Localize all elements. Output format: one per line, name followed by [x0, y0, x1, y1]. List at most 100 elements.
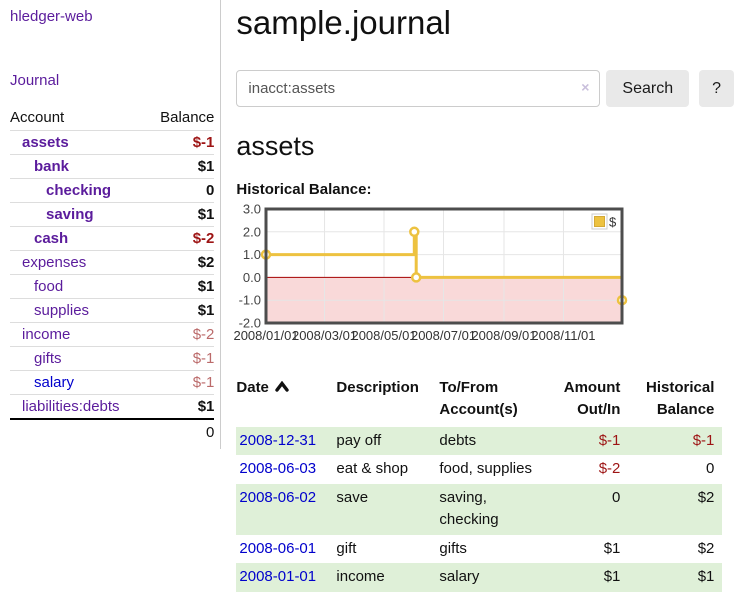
transaction-amount: $1: [603, 568, 621, 585]
account-balance: $1: [146, 274, 215, 299]
y-tick-label: 1.0: [243, 247, 261, 262]
account-row: assets $-1: [10, 130, 215, 155]
accounts-table: Account Balance assets $-1 bank $1 checking 0…: [10, 105, 215, 445]
account-link[interactable]: salary: [34, 374, 75, 391]
x-tick-label: 2008/03/01: [292, 328, 357, 343]
accounts-header-account: Account: [10, 109, 65, 126]
accounts-total-spacer: [10, 418, 147, 445]
transaction-accounts: food, supplies: [439, 460, 532, 477]
account-name-cell: assets: [10, 130, 147, 155]
transaction-amount: $-1: [598, 431, 621, 449]
column-header[interactable]: Description: [336, 379, 419, 396]
account-balance: $1: [146, 394, 215, 419]
transaction-balance: $2: [697, 539, 715, 557]
transactions-body: 2008-12-31 pay off debts $-1 $-1 2008-06-03 ea…: [236, 426, 723, 592]
x-tick-label: 2008/11/01: [532, 328, 596, 343]
account-link[interactable]: checking: [46, 182, 112, 199]
legend-swatch: [594, 216, 606, 227]
account-link[interactable]: cash: [34, 230, 69, 247]
account-row: salary $-1: [10, 370, 215, 395]
transaction-description: gift: [336, 539, 357, 557]
main-content: sample.journal × Search ? assets Histori…: [221, 0, 742, 592]
page-title: sample.journal: [236, 4, 452, 41]
transaction-date-link[interactable]: 2008-06-01: [239, 539, 317, 557]
column-header[interactable]: To/From Account(s): [439, 379, 518, 418]
account-row: saving $1: [10, 202, 215, 227]
transaction-row[interactable]: 2008-12-31 pay off debts $-1 $-1: [236, 426, 723, 456]
column-header[interactable]: Historical Balance: [646, 379, 715, 418]
accounts-total-row: 0: [10, 418, 215, 445]
account-name-cell: bank: [10, 154, 147, 179]
account-balance: $1: [146, 298, 215, 323]
account-link[interactable]: liabilities:debts: [22, 398, 120, 415]
account-name-cell: cash: [10, 226, 147, 251]
transaction-amount: 0: [612, 488, 621, 506]
transactions-table: Date Description To/From Account(s) Amount …: [236, 375, 723, 592]
x-tick-label: 2008/01/01: [234, 328, 299, 343]
account-balance: $-1: [146, 370, 215, 395]
sidebar-nav: Journal: [10, 72, 214, 89]
transaction-row[interactable]: 2008-01-01 income salary $1 $1: [236, 563, 723, 592]
transaction-balance: $2: [697, 488, 715, 506]
transaction-row[interactable]: 2008-06-01 gift gifts $1 $2: [236, 535, 722, 564]
column-header[interactable]: Date: [236, 375, 336, 427]
account-link[interactable]: income: [22, 326, 71, 343]
account-link[interactable]: assets: [22, 134, 69, 151]
y-tick-label: 2.0: [243, 224, 261, 239]
account-name-cell: income: [10, 322, 147, 347]
transaction-description: pay off: [336, 431, 382, 449]
y-tick-label: -2.0: [239, 316, 261, 331]
transaction-date-cell: 2008-12-31: [236, 427, 336, 456]
x-tick-label: 2008/05/01: [352, 328, 417, 343]
data-point-marker: [411, 272, 422, 283]
account-link[interactable]: expenses: [22, 254, 87, 271]
account-link[interactable]: saving: [46, 206, 94, 223]
account-balance: $1: [146, 202, 215, 227]
plot-border: [264, 207, 624, 325]
x-tick-label: 2008/07/01: [411, 328, 476, 343]
y-tick-label: 0.0: [243, 270, 261, 285]
sidebar-accounts-body: assets $-1 bank $1 checking 0 saving $1 cash $-2 e…: [10, 130, 215, 419]
account-link[interactable]: gifts: [34, 350, 62, 367]
account-row: gifts $-1: [10, 346, 215, 371]
column-header[interactable]: Amount Out/In: [563, 379, 621, 418]
transaction-date-cell: 2008-06-03: [236, 455, 336, 484]
account-balance: $1: [146, 154, 215, 179]
clear-search-icon[interactable]: ×: [581, 79, 590, 95]
account-row: expenses $2: [10, 250, 215, 275]
account-balance: $-1: [146, 130, 215, 155]
transaction-accounts: debts: [439, 431, 477, 449]
transaction-date-link[interactable]: 2008-06-02: [239, 488, 317, 506]
transaction-date-link[interactable]: 2008-01-01: [239, 568, 317, 585]
app-title-link[interactable]: hledger-web: [10, 8, 93, 25]
account-name-cell: liabilities:debts: [10, 394, 147, 419]
data-point-marker: [409, 226, 420, 238]
search-box: ×: [236, 70, 601, 107]
transaction-date-cell: 2008-06-01: [236, 535, 336, 564]
account-link[interactable]: supplies: [34, 302, 90, 319]
chart-svg: 3.0 2.0 1.0 0.0 -1.0 -2.02008/01/012008/03/01…: [234, 202, 628, 343]
transaction-balance: $-1: [692, 431, 715, 449]
transaction-row[interactable]: 2008-06-03 eat & shop food, supplies $-2 0: [236, 455, 722, 484]
search-input[interactable]: [236, 70, 601, 107]
account-name-cell: salary: [10, 370, 147, 395]
transaction-row[interactable]: 2008-06-02 save saving, checking 0 $2: [236, 483, 723, 535]
transaction-description: eat & shop: [336, 460, 409, 477]
account-row: income $-2: [10, 322, 215, 347]
nav-journal-link[interactable]: Journal: [10, 72, 60, 89]
transaction-balance: $1: [697, 568, 715, 585]
account-name-cell: expenses: [10, 250, 147, 275]
search-button[interactable]: Search: [606, 70, 690, 107]
sidebar: hledger-web Journal Account Balance asse…: [0, 0, 222, 449]
search-help-button[interactable]: ?: [699, 70, 734, 107]
search-form: × Search ?: [236, 70, 734, 107]
x-tick-label: 2008/09/01: [472, 328, 537, 343]
transaction-date-cell: 2008-01-01: [236, 563, 336, 592]
account-link[interactable]: bank: [34, 158, 70, 175]
legend-label: $: [609, 215, 617, 230]
chart-title: Historical Balance:: [236, 181, 372, 198]
transaction-date-link[interactable]: 2008-12-31: [239, 431, 317, 449]
account-link[interactable]: food: [34, 278, 64, 295]
transactions-header-row: Date Description To/From Account(s) Amount …: [236, 375, 722, 427]
transaction-date-link[interactable]: 2008-06-03: [239, 460, 317, 477]
